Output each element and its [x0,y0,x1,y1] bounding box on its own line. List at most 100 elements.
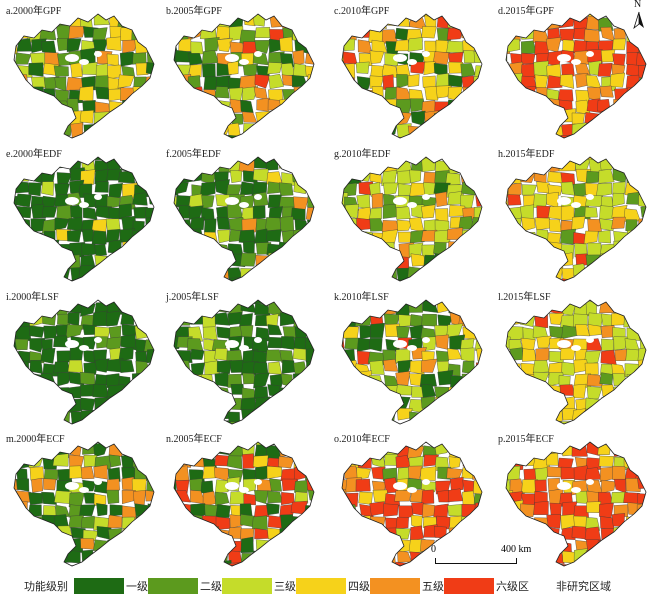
county-region [342,489,348,503]
county-region [42,99,56,113]
panel-label: j.2005年LSF [166,292,219,303]
county-region [575,420,591,424]
county-region [282,266,299,279]
county-region [121,157,135,173]
county-region [201,443,215,456]
county-region [15,134,29,138]
county-region [307,40,314,54]
county-region [613,255,629,268]
county-region [560,228,577,245]
county-region [461,527,477,542]
county-region [187,244,204,258]
county-region [81,515,96,529]
non-study-area [239,59,249,65]
non-study-area [557,482,571,490]
county-region [638,241,646,257]
county-region [626,300,642,317]
county-region [506,26,513,40]
county-region [108,528,122,541]
county-region [307,561,314,566]
county-region [342,326,344,337]
county-region [79,110,94,124]
county-region [508,16,522,33]
county-region [424,85,440,101]
county-region [148,191,154,207]
county-region [383,503,399,517]
county-region [145,300,154,315]
county-region [175,228,194,242]
county-region [177,411,190,424]
county-region [240,553,258,565]
county-region [174,29,179,44]
county-region [202,17,215,31]
county-region [546,466,562,478]
county-region [109,157,124,161]
county-region [56,409,70,424]
county-region [506,280,512,281]
county-region [68,25,86,39]
county-region [408,300,423,301]
county-region [147,387,154,401]
county-region [371,111,388,126]
county-region [450,265,464,280]
county-region [174,111,177,126]
county-region [342,562,345,566]
county-region [463,399,480,414]
county-region [406,420,423,424]
county-region [106,489,120,504]
panel-label: a.2000年GPF [6,6,62,17]
county-region [28,62,44,77]
county-region [135,62,149,76]
county-region [473,158,482,172]
county-region [226,349,243,362]
county-region [599,218,615,232]
county-region [131,242,146,258]
non-study-area [422,51,430,57]
county-region [435,407,452,420]
county-region [145,87,154,99]
county-region [599,564,614,566]
county-region [509,528,524,541]
county-region [55,302,71,316]
county-region [522,241,536,257]
county-region [408,301,423,313]
county-region [423,254,440,269]
county-region [201,526,220,542]
county-region [573,14,588,19]
county-region [344,538,360,553]
county-region [395,370,411,386]
county-region [475,409,482,423]
county-region [27,133,44,138]
non-study-area [586,337,594,343]
county-region [600,253,617,268]
county-region [14,493,19,507]
county-region [279,528,295,542]
county-region [625,525,641,540]
county-region [587,324,602,336]
county-region [253,279,269,281]
county-region [93,464,108,480]
county-region [121,14,138,16]
choropleth-map [13,156,155,282]
county-region [16,540,33,553]
county-region [134,466,147,481]
county-region [638,526,646,540]
county-region [122,240,138,255]
county-region [356,279,373,281]
county-region [395,27,409,42]
county-region [613,240,629,253]
county-region [532,136,548,138]
county-region [17,26,33,39]
county-region [305,537,314,554]
county-region [473,241,482,254]
county-region [507,170,522,185]
county-region [509,478,525,494]
county-region [55,264,71,280]
county-region [175,420,188,424]
county-region [42,386,57,399]
county-region [460,123,477,138]
county-region [203,123,218,137]
province-border [341,441,483,567]
county-region [342,97,348,113]
county-region [188,444,204,458]
